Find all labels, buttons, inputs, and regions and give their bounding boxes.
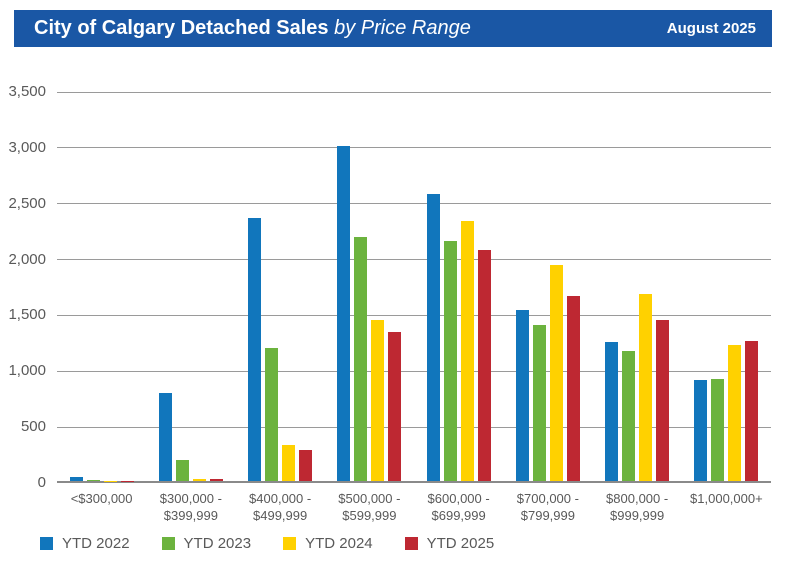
chart-title: City of Calgary Detached Sales by Price … [34,17,471,40]
legend-swatch-icon [283,537,297,550]
bar-ytd-2024-600-000-699-999 [460,220,474,481]
x-tick-line: $700,000 - [516,491,579,506]
legend-item-ytd-2023: YTD 2023 [161,535,252,552]
gridline-3000 [57,147,771,149]
bar-ytd-2023-300-000-399-999 [175,459,189,481]
x-tick-label-1-000-000+: $1,000,000+ [682,490,771,507]
bar-ytd-2023-1-000-000+ [711,379,725,481]
bar-ytd-2024-800-000-999-999 [639,294,653,481]
bar-ytd-2023-500-000-599-999 [354,237,368,481]
legend-label: YTD 2022 [62,535,130,552]
legend: YTD 2022 YTD 2023 YTD 2024 YTD 2025 [40,535,494,552]
x-tick-label-300-000: <$300,000 [57,490,146,507]
bar-ytd-2022-500-000-599-999 [337,145,351,481]
x-tick-line: $1,000,000+ [690,491,763,506]
bar-ytd-2023-800-000-999-999 [622,351,636,481]
x-tick-line: $999,999 [610,508,665,523]
bar-ytd-2023-600-000-699-999 [443,240,457,481]
x-tick-line: $300,000 - [159,491,222,506]
bar-ytd-2022-800-000-999-999 [605,342,619,481]
gridline-2000 [57,259,771,261]
legend-item-ytd-2024: YTD 2024 [283,535,373,552]
bar-ytd-2024-1-000-000+ [728,344,742,481]
x-tick-label-600-000-699-999: $600,000 - $699,999 [414,490,503,524]
chart-title-main: City of Calgary Detached Sales [34,17,329,39]
bar-ytd-2025-600-000-699-999 [477,249,491,481]
x-tick-line: $699,999 [431,508,486,523]
bar-group-400-000-499-999 [236,90,325,481]
x-tick-line: $399,999 [163,508,218,523]
bar-group-600-000-699-999 [414,90,503,481]
gridline-3500 [57,91,771,93]
legend-swatch-icon [40,537,53,550]
bar-group-300-000 [57,90,146,481]
bar-ytd-2023-700-000-799-999 [532,324,546,481]
y-tick-label-1000: 1,000 [8,362,46,380]
legend-item-ytd-2025: YTD 2025 [404,535,495,552]
y-tick-label-500: 500 [20,418,46,436]
x-tick-label-500-000-599-999: $500,000 - $599,999 [325,490,414,524]
bar-ytd-2024-300-000-399-999 [192,478,206,481]
chart-title-sub: by Price Range [328,17,471,39]
y-tick-label-2000: 2,000 [8,250,46,268]
bar-ytd-2022-300-000-399-999 [158,392,172,481]
legend-label: YTD 2024 [305,535,373,552]
plot-area [57,90,771,483]
y-tick-label-1500: 1,500 [8,306,46,324]
bar-ytd-2022-300-000 [69,476,83,481]
gridline-1500 [57,314,771,316]
y-tick-label-2500: 2,500 [8,194,46,212]
bar-ytd-2022-400-000-499-999 [248,218,262,481]
x-tick-line: $799,999 [520,508,575,523]
x-axis: <$300,000 $300,000 - $399,999 $400,000 - $49… [57,490,771,530]
bar-group-700-000-799-999 [503,90,592,481]
x-tick-label-400-000-499-999: $400,000 - $499,999 [236,490,325,524]
bar-ytd-2024-500-000-599-999 [371,320,385,481]
bar-ytd-2025-500-000-599-999 [388,332,402,481]
gridline-1000 [57,370,771,372]
bar-ytd-2022-1-000-000+ [694,380,708,481]
y-tick-label-3000: 3,000 [8,138,46,156]
x-tick-label-800-000-999-999: $800,000 - $999,999 [593,490,682,524]
bar-ytd-2022-600-000-699-999 [426,193,440,481]
y-tick-label-3500: 3,500 [8,83,46,100]
bar-ytd-2023-400-000-499-999 [265,348,279,481]
bar-ytd-2025-400-000-499-999 [299,449,313,481]
bar-group-300-000-399-999 [146,90,235,481]
y-axis: 0 500 1,000 1,500 2,000 2,500 3,000 3,500 [0,83,50,491]
legend-item-ytd-2022: YTD 2022 [40,535,130,552]
y-tick-label-0: 0 [37,474,46,491]
legend-label: YTD 2023 [183,535,252,552]
x-tick-line: <$300,000 [70,491,133,506]
bar-ytd-2025-1-000-000+ [745,341,759,481]
x-tick-line: $499,999 [253,508,308,523]
report-date: August 2025 [666,20,756,37]
legend-label: YTD 2025 [426,535,495,552]
gridline-2500 [57,203,771,205]
header-bar: City of Calgary Detached Sales by Price … [14,10,772,47]
x-tick-line: $400,000 - [249,491,312,506]
bar-ytd-2022-700-000-799-999 [515,310,529,481]
x-tick-label-700-000-799-999: $700,000 - $799,999 [503,490,592,524]
bar-ytd-2024-400-000-499-999 [282,445,296,481]
bar-group-500-000-599-999 [325,90,414,481]
legend-swatch-icon [161,537,175,550]
bar-group-800-000-999-999 [593,90,682,481]
x-tick-line: $800,000 - [606,491,669,506]
bar-ytd-2025-700-000-799-999 [566,295,580,481]
bar-ytd-2024-700-000-799-999 [549,265,563,481]
bar-ytd-2023-300-000 [86,480,100,481]
legend-swatch-icon [404,537,418,550]
bar-ytd-2025-800-000-999-999 [656,320,670,481]
x-tick-line: $600,000 - [427,491,490,506]
gridline-500 [57,426,771,428]
bar-ytd-2025-300-000-399-999 [209,478,223,481]
bar-group-1-000-000+ [682,90,771,481]
x-tick-line: $599,999 [342,508,397,523]
x-tick-line: $500,000 - [338,491,401,506]
x-tick-label-300-000-399-999: $300,000 - $399,999 [146,490,235,524]
